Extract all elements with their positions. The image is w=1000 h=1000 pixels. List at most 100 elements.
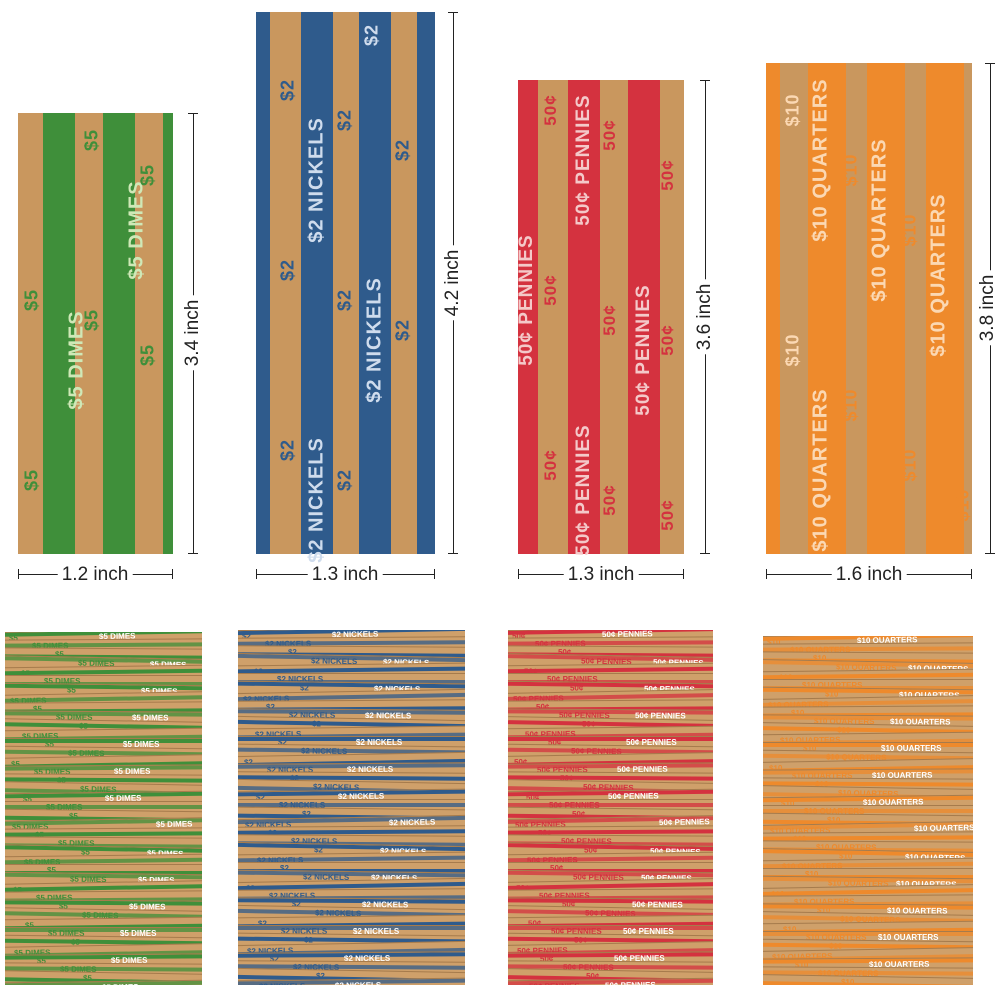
width-dimension-cap [18,569,19,579]
wrapper-amount: 50¢ [658,324,677,356]
stacked-wrapper-band [238,803,465,807]
stacked-wrapper-band [763,932,973,936]
height-dimension-cap [188,113,198,114]
width-dimension-cap [766,569,767,579]
stacked-wrapper-text: 50¢ PENNIES [547,675,598,684]
wrapper-amount: $10 [952,488,973,522]
stacked-wrapper-text: $5 DIMES [26,984,63,985]
width-dimension-cap [683,569,684,579]
stacked-wrapper-text: $10 [803,744,817,753]
height-dimension-cap [700,80,710,81]
wrapper-amount: $10 [840,153,861,187]
nickels-stack: $2 $2 NICKELS $2 NICKELS $2 $2 NICKELS $2 NIC… [238,630,465,985]
wrapper-label: $2 NICKELS [305,117,328,243]
stacked-wrapper-text: 50¢ PENNIES [551,927,602,936]
pennies-wrapper [518,80,684,554]
height-dimension-cap [985,553,995,554]
wrapper-amount: 50¢ [600,304,619,336]
stacked-wrapper-band [508,737,713,741]
wrapper-amount: 50¢ [658,499,677,531]
wrapper-label: $2 NICKELS [305,437,328,563]
stacked-wrapper-text: 50¢ PENNIES [626,738,677,747]
stacked-wrapper-text: $10 QUARTERS [804,807,865,816]
stacked-wrapper-text: $2 [280,864,289,873]
wrapper-amount: 50¢ [541,94,560,126]
width-dimension-label: 1.6 inch [831,564,907,586]
stacked-wrapper-band [508,926,713,930]
height-dimension-label: 4.2 inch [440,245,466,321]
stacked-wrapper-text: 50¢ PENNIES [549,801,600,810]
stacked-wrapper-band [5,791,202,799]
wrapper-amount: $10 [899,448,920,482]
stacked-wrapper-text: $2 NICKELS [277,675,324,684]
wrapper-stripe [628,80,660,554]
stacked-wrapper-text: $10 QUARTERS [878,933,939,942]
stacked-wrapper-band [5,739,202,743]
wrapper-amount: $2 [334,288,355,312]
wrapper-amount: $5 [137,163,158,187]
wrapper-stripe [103,113,135,554]
stacked-wrapper-text: 50¢ PENNIES [529,981,580,985]
wrapper-amount: $5 [21,288,42,312]
stacked-wrapper-band [5,805,202,809]
width-dimension-label: 1.3 inch [307,564,383,586]
wrapper-amount: $2 [392,318,413,342]
stacked-wrapper-band [5,954,202,960]
stacked-wrapper-text: $2 NICKELS [335,981,381,985]
wrapper-stripe [766,63,780,554]
wrapper-label: 50¢ PENNIES [573,94,594,226]
wrapper-label: $5 DIMES [125,180,148,280]
height-dimension-label: 3.6 inch [692,279,718,355]
wrapper-amount: $5 [81,128,102,152]
wrapper-amount: $2 [334,108,355,132]
height-dimension-cap [700,553,710,554]
stacked-wrapper-band [763,809,973,813]
width-dimension-cap [256,569,257,579]
stacked-wrapper-band [238,737,465,741]
height-dimension-cap [188,553,198,554]
wrapper-amount: $5 [21,468,42,492]
wrapper-stripe [359,12,391,554]
stacked-wrapper-text: $10 QUARTERS [802,681,863,690]
width-dimension-label: 1.3 inch [563,564,639,586]
wrapper-amount: 50¢ [600,119,619,151]
wrapper-stripe [926,63,964,554]
stacked-wrapper-text: $5 DIMES [46,803,83,812]
wrapper-amount: $2 [277,438,298,462]
stacked-wrapper-text: $5 DIMES [120,929,157,938]
stacked-wrapper-text: $5 DIMES [123,740,160,749]
wrapper-amount: $10 [899,213,920,247]
wrapper-amount: $2 [361,23,382,47]
quarters-stack: $10 $10 QUARTERS $10 QUARTERS $10 $10 QUARTE… [763,636,973,985]
height-dimension-label: 3.4 inch [180,295,206,371]
stacked-wrapper-band [5,928,202,932]
wrapper-amount: $2 [277,258,298,282]
height-dimension-cap [448,12,458,13]
height-dimension-cap [985,63,995,64]
wrapper-stripe [163,113,173,554]
wrapper-amount: 50¢ [541,274,560,306]
stacked-wrapper-text: 50¢ PENNIES [605,980,656,985]
wrapper-amount: $2 [392,138,413,162]
stacked-wrapper-text: 50¢ [548,738,562,747]
wrapper-stripe [568,80,600,554]
stacked-wrapper-text: $10 [840,977,855,985]
wrapper-label: $10 QUARTERS [809,388,832,552]
wrapper-stripe [867,63,905,554]
wrapper-amount: $5 [81,308,102,332]
wrapper-amount: $10 [840,388,861,422]
wrapper-label: 50¢ PENNIES [573,424,594,556]
wrapper-stripe [518,80,538,554]
stacked-wrapper-text: $2 NICKELS [356,738,403,747]
wrapper-stripe [256,12,270,554]
wrapper-stripe [43,113,75,554]
wrapper-label: 50¢ PENNIES [516,234,537,366]
width-dimension-cap [434,569,435,579]
stacked-wrapper-text: $10 QUARTERS [806,933,867,942]
stacked-wrapper-text: $2 NICKELS [259,982,305,985]
stacked-wrapper-text: $5 DIMES [48,929,85,938]
stacked-wrapper-band [5,900,202,906]
wrapper-amount: 50¢ [658,159,677,191]
stacked-wrapper-band [238,709,465,715]
wrapper-label: 50¢ PENNIES [633,284,654,416]
